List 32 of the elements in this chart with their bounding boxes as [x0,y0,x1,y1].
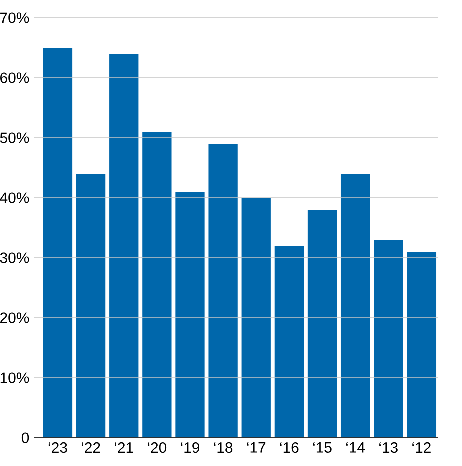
x-tick-label: ‘20 [148,442,167,454]
x-tick-label: ‘22 [82,442,100,453]
bar [42,48,74,438]
x-tick-label: ‘13 [380,442,398,454]
bar [406,252,437,438]
x-tick-label: ‘23 [48,442,68,454]
y-tick-label: 60% [0,72,30,84]
bar [307,210,338,438]
bar [241,198,272,438]
bar [274,246,305,438]
bar [108,54,140,438]
y-tick-label: 0 [22,432,30,444]
x-tick-label: ‘14 [346,442,366,453]
x-tick-label: ‘15 [313,442,332,453]
y-tick-label: 20% [0,312,30,324]
x-tick-label: ‘19 [181,442,200,454]
x-tick-label: ‘18 [214,442,233,454]
bar [175,192,206,438]
bar [142,132,172,438]
x-tick-label: ‘12 [412,442,431,453]
bar [373,240,404,438]
y-tick-label: 70% [0,12,30,24]
y-tick-label: 10% [0,372,30,384]
bar [340,174,371,438]
x-tick-label: ‘16 [280,442,299,454]
y-tick-label: 50% [0,132,30,144]
bar [76,174,106,438]
y-tick-label: 40% [0,192,30,204]
y-tick-label: 30% [0,252,30,264]
x-tick-label: ‘21 [115,442,134,453]
bar [208,144,238,438]
x-tick-label: ‘17 [247,442,266,453]
